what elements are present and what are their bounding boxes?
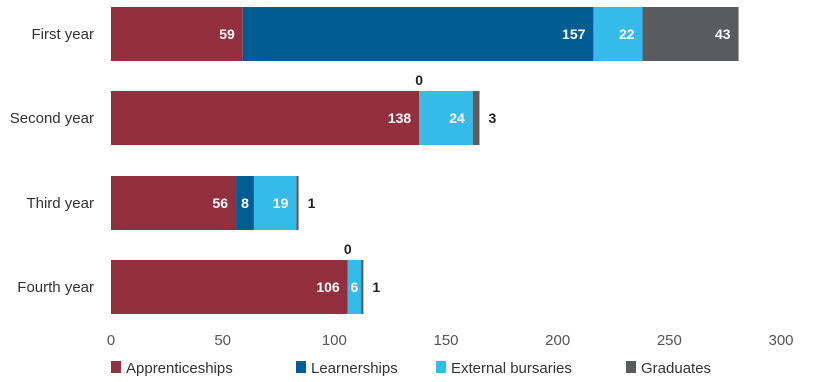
bar-external-bursaries-third-year (253, 176, 297, 230)
bar-apprenticeships-third-year (111, 176, 237, 230)
category-label-third-year: Third year (26, 195, 94, 212)
bar-external-bursaries-second-year (419, 91, 473, 145)
data-label-external-bursaries-fourth-year: 6 (351, 279, 359, 295)
category-label-second-year: Second year (10, 110, 94, 127)
bar-apprenticeships-fourth-year (111, 260, 348, 314)
data-label-learnerships-third-year: 8 (241, 195, 249, 211)
data-label-external-bursaries-third-year: 19 (273, 195, 289, 211)
data-label-learnerships-fourth-year: 0 (344, 241, 352, 257)
bar-external-bursaries-first-year (593, 7, 643, 61)
bar-graduates-third-year (296, 176, 299, 230)
legend-label-learnerships: Learnerships (311, 360, 398, 377)
x-tick-150: 150 (433, 332, 458, 349)
data-label-apprenticeships-first-year: 59 (219, 26, 235, 42)
legend-swatch-apprenticeships (111, 361, 121, 373)
bar-graduates-second-year (472, 91, 480, 145)
data-label-graduates-second-year: 3 (489, 110, 497, 126)
bar-learnerships-third-year (236, 176, 254, 230)
legend-label-external-bursaries: External bursaries (451, 360, 572, 377)
x-tick-100: 100 (322, 332, 347, 349)
bar-graduates-first-year (642, 7, 739, 61)
data-label-graduates-fourth-year: 1 (372, 279, 380, 295)
bar-apprenticeships-second-year (111, 91, 420, 145)
bar-apprenticeships-first-year (111, 7, 243, 61)
data-label-apprenticeships-second-year: 138 (388, 110, 412, 126)
data-label-learnerships-first-year: 157 (562, 26, 586, 42)
legend: Apprenticeships Learnerships External burs… (111, 360, 711, 377)
x-tick-250: 250 (657, 332, 682, 349)
category-label-fourth-year: Fourth year (17, 279, 94, 296)
legend-label-apprenticeships: Apprenticeships (126, 360, 233, 377)
category-label-first-year: First year (31, 26, 94, 43)
x-axis-ticks: 0 50 100 150 200 250 300 (107, 332, 794, 349)
legend-swatch-external-bursaries (436, 361, 446, 373)
data-label-graduates-third-year: 1 (308, 195, 316, 211)
x-tick-50: 50 (214, 332, 231, 349)
legend-label-graduates: Graduates (641, 360, 711, 377)
x-tick-0: 0 (107, 332, 115, 349)
bar-learnerships-first-year (242, 7, 594, 61)
bar-graduates-fourth-year (361, 260, 364, 314)
data-label-apprenticeships-fourth-year: 106 (316, 279, 340, 295)
legend-swatch-graduates (626, 361, 636, 373)
data-label-graduates-first-year: 43 (715, 26, 731, 42)
data-label-apprenticeships-third-year: 56 (212, 195, 228, 211)
data-label-learnerships-second-year: 0 (415, 72, 423, 88)
legend-swatch-learnerships (296, 361, 306, 373)
x-tick-200: 200 (545, 332, 570, 349)
category-labels: First year Second year Third year Fourth ye… (10, 26, 94, 296)
data-label-external-bursaries-first-year: 22 (619, 26, 635, 42)
bar-external-bursaries-fourth-year (347, 260, 362, 314)
x-tick-300: 300 (768, 332, 793, 349)
data-label-external-bursaries-second-year: 24 (449, 110, 465, 126)
